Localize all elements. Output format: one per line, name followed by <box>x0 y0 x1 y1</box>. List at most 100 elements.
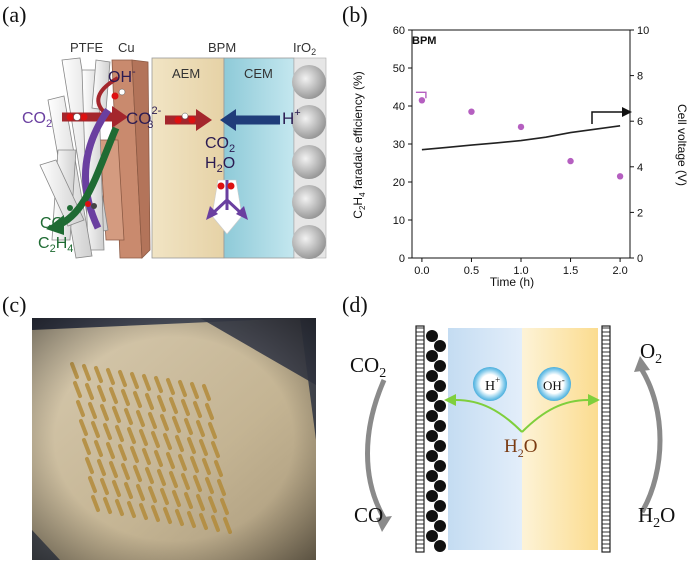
aem-layer <box>151 57 225 259</box>
fabric-electrode-photo <box>32 318 316 560</box>
catalyst-particle <box>434 340 446 352</box>
right-axis-indicator-arrowhead <box>622 107 632 117</box>
proton-bubble <box>473 367 507 401</box>
anion-layer-region <box>448 328 522 550</box>
hydroxide-bubble <box>537 367 571 401</box>
cu-catalyst <box>99 59 151 259</box>
iro2-anode <box>292 57 327 259</box>
fe-data-point <box>567 157 574 165</box>
panel-b: (b) 0.0 0.5 1.0 1.5 2.0 0 10 20 30 40 50 60 0 2 4 6 8 10 … <box>340 0 700 290</box>
aem-label: AEM <box>172 66 200 81</box>
water-label: H2O <box>205 155 235 175</box>
fe-data-point <box>616 173 624 180</box>
fe-data-point <box>418 97 426 104</box>
plot-frame <box>411 29 631 259</box>
water-center-label: H2O <box>504 436 537 460</box>
cem-label: CEM <box>244 66 273 81</box>
catalyst-particle <box>426 330 438 342</box>
y-tick-label: 60 <box>393 25 405 37</box>
ptfe-header: PTFE <box>70 40 104 55</box>
left-axis-indicator <box>415 91 427 99</box>
oh-arrow <box>96 76 119 114</box>
catalyst-particle <box>426 430 438 442</box>
y2-tick-label: 6 <box>637 116 643 128</box>
catalyst-particle <box>426 530 438 542</box>
proton-flow-arrow <box>455 399 523 433</box>
y2-tick-label: 8 <box>637 71 643 83</box>
hydroxide-flow-arrow <box>521 399 589 433</box>
right-axis-indicator-arrow <box>591 111 622 124</box>
catalyst-particle <box>426 510 438 522</box>
catalyst-particle <box>426 370 438 382</box>
panel-c: (c) <box>0 290 340 576</box>
fe-data-point <box>517 123 525 131</box>
panel-a: (a) PTFE Cu BPM IrO2 AEM CEM <box>0 0 340 290</box>
x-tick-label: 0.0 <box>414 265 429 277</box>
co-product-arrow <box>54 126 120 230</box>
x-tick-label: 1.0 <box>513 265 528 277</box>
oh-label: OH- <box>108 66 136 86</box>
h2o-to-o2-arrow <box>639 368 663 514</box>
co-product-label: CO <box>40 215 64 232</box>
catalyst-particle <box>426 450 438 462</box>
catalyst-particle <box>434 460 446 472</box>
x-tick-label: 0.5 <box>464 265 479 277</box>
y-axis-label: C2H4 faradaic efficiency (%) <box>351 71 367 218</box>
y-tick-label: 20 <box>393 177 405 189</box>
catalyst-particle <box>434 440 446 452</box>
purple-reaction-arrow <box>82 107 111 230</box>
catalyst-particle <box>434 540 446 552</box>
cell-voltage-line <box>421 125 621 151</box>
panel-b-label: (b) <box>342 2 368 27</box>
y2-tick-label: 0 <box>637 253 643 265</box>
co2-feed-label: CO2 <box>22 110 52 130</box>
cu-header: Cu <box>118 40 135 55</box>
molecule-dots <box>66 88 235 215</box>
cathode-plate <box>415 325 425 553</box>
x-tick-label: 1.5 <box>563 265 578 277</box>
y2-axis-label: Cell voltage (V) <box>675 104 689 186</box>
catalyst-particles <box>426 330 446 552</box>
fe-data-point <box>468 108 475 115</box>
y2-tick-label: 4 <box>637 162 643 174</box>
co2-to-co-arrow <box>365 378 387 520</box>
panel-a-label: (a) <box>2 2 27 27</box>
y-tick-label: 10 <box>393 215 405 227</box>
catalyst-particle <box>426 410 438 422</box>
y-tick-label: 40 <box>393 101 405 113</box>
chart-title: BPM <box>412 35 436 47</box>
carbonate-label: CO2-3 <box>126 105 162 131</box>
co2-reactant-label: CO2 <box>350 353 386 381</box>
catalyst-particle <box>426 470 438 482</box>
y2-tick-label: 10 <box>637 25 649 37</box>
y-tick-label: 0 <box>399 253 405 265</box>
catalyst-particle <box>434 360 446 372</box>
ethylene-label: C2H4 <box>38 235 73 255</box>
bpm-header: BPM <box>208 40 236 55</box>
catalyst-particle <box>426 350 438 362</box>
cem-layer <box>223 57 295 259</box>
y-tick-label: 50 <box>393 63 405 75</box>
proton-label: H+ <box>485 375 500 394</box>
x-tick-label: 2.0 <box>612 265 627 277</box>
bipolar-membrane-schematic: CO2 CO O2 H2O H+ OH- H2O <box>350 325 675 553</box>
panel-d: (d) CO2 CO O2 H2O <box>340 290 700 576</box>
catalyst-particle <box>434 480 446 492</box>
iro2-header: IrO2 <box>293 40 316 57</box>
catalyst-particle <box>434 520 446 532</box>
catalyst-particle <box>434 400 446 412</box>
y2-tick-label: 2 <box>637 207 643 219</box>
hydroxide-label: OH- <box>543 375 565 393</box>
catalyst-particle <box>434 500 446 512</box>
catalyst-particle <box>426 490 438 502</box>
h2o-reactant-label: H2O <box>638 503 675 531</box>
cation-layer-region <box>522 328 598 550</box>
catalyst-particle <box>434 420 446 432</box>
x-axis-label: Time (h) <box>490 275 534 289</box>
proton-label: H+ <box>282 107 301 128</box>
co-product-label: CO <box>354 503 383 527</box>
bpm-electrolyzer-diagram: PTFE Cu BPM IrO2 AEM CEM <box>22 40 327 259</box>
o2-product-label: O2 <box>640 339 662 367</box>
catalyst-particle <box>434 380 446 392</box>
